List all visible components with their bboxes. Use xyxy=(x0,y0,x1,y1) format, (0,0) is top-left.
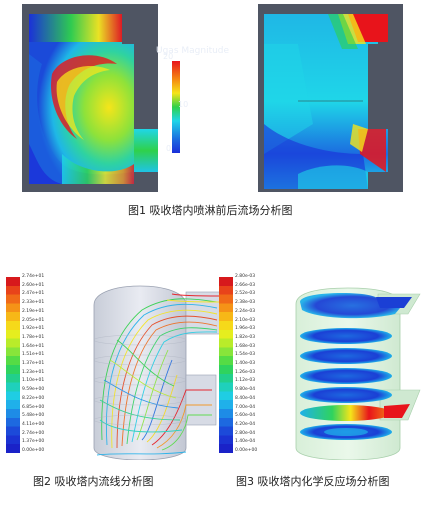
colorbar-tick-label: 6.85e+00 xyxy=(22,404,45,410)
colorbar-tick-label: 2.38e-03 xyxy=(235,300,256,306)
colorbar-tick-label: 9.80e-04 xyxy=(235,387,256,393)
colorbar-tick-label: 2.66e-03 xyxy=(235,282,256,288)
fig1-legend-tick: 10 xyxy=(178,100,189,109)
colorbar-tick-label: 0.00e+00 xyxy=(22,448,45,453)
colorbar-tick-label: 1.37e+00 xyxy=(22,439,45,445)
colorbar-tick-label: 1.23e+01 xyxy=(22,369,45,375)
colorbar-tick-label: 1.64e+01 xyxy=(22,343,45,349)
colorbar-tick-label: 2.52e-03 xyxy=(235,291,256,297)
colorbar-tick-label: 1.12e-03 xyxy=(235,378,256,384)
colorbar-tick-label: 1.40e-04 xyxy=(235,439,256,445)
colorbar-tick-label: 2.80e-03 xyxy=(235,274,256,279)
colorbar-tick-label: 4.20e-04 xyxy=(235,421,256,427)
colorbar-tick-label: 5.60e-04 xyxy=(235,413,256,419)
colorbar-tick-label: 1.92e+01 xyxy=(22,326,45,332)
colorbar-tick-label: 8.40e-04 xyxy=(235,395,256,401)
fig1-colorbar xyxy=(172,61,180,153)
colorbar-tick-label: 2.74e+01 xyxy=(22,274,45,279)
fig1-left-contour xyxy=(29,14,158,184)
colorbar-tick-label: 1.54e-03 xyxy=(235,352,256,358)
colorbar-tick-label: 1.26e-03 xyxy=(235,369,256,375)
colorbar-tick-label: 4.11e+00 xyxy=(22,421,45,427)
fig1-legend-tick: 20 xyxy=(163,52,174,61)
colorbar-tick-label: 2.80e-04 xyxy=(235,430,256,436)
fig1-left-panel xyxy=(22,4,158,192)
colorbar-tick-label: 7.00e-04 xyxy=(235,404,256,410)
colorbar-tick-label: 2.47e+01 xyxy=(22,291,45,297)
colorbar-tick-label: 1.40e-03 xyxy=(235,361,256,366)
fig2-colorbar xyxy=(6,277,20,453)
fig1-legend-tick: 0 xyxy=(166,144,172,153)
fig2-caption: 图2 吸收塔内流线分析图 xyxy=(33,475,154,488)
colorbar-tick-label: 2.74e+00 xyxy=(22,430,45,436)
colorbar-tick-label: 2.60e+01 xyxy=(22,282,45,288)
colorbar-tick-label: 9.59e+00 xyxy=(22,387,45,393)
colorbar-tick-label: 1.10e+01 xyxy=(22,378,45,384)
colorbar-tick-label: 2.33e+01 xyxy=(22,300,45,306)
colorbar-tick-label: 1.96e-03 xyxy=(235,326,256,332)
colorbar-tick-label: 2.10e-03 xyxy=(235,317,256,323)
colorbar-tick-label: 1.37e+01 xyxy=(22,361,45,366)
colorbar-tick-label: 2.24e-03 xyxy=(235,308,256,314)
colorbar-tick-label: 1.82e-03 xyxy=(235,334,256,340)
fig1-caption: 图1 吸收塔内喷淋前后流场分析图 xyxy=(128,204,293,217)
fig1-right-contour xyxy=(264,14,388,189)
fig3-caption: 图3 吸收塔内化学反应场分析图 xyxy=(236,475,390,488)
colorbar-tick-label: 1.68e-03 xyxy=(235,343,256,349)
fig1-right-panel xyxy=(258,4,403,192)
fig3-colorbar xyxy=(219,277,233,453)
fig2-tower xyxy=(93,285,221,460)
colorbar-tick-label: 1.78e+01 xyxy=(22,334,45,340)
colorbar-tick-label: 5.48e+00 xyxy=(22,413,45,419)
colorbar-tick-label: 1.51e+01 xyxy=(22,352,45,358)
colorbar-tick-label: 8.22e+00 xyxy=(22,395,45,401)
colorbar-tick-label: 2.05e+01 xyxy=(22,317,45,323)
fig3-tower xyxy=(295,287,421,460)
fig1-legend-title: Ugas Magnitude xyxy=(156,46,230,56)
colorbar-tick-label: 0.00e+00 xyxy=(235,448,258,453)
colorbar-tick-label: 2.19e+01 xyxy=(22,308,45,314)
